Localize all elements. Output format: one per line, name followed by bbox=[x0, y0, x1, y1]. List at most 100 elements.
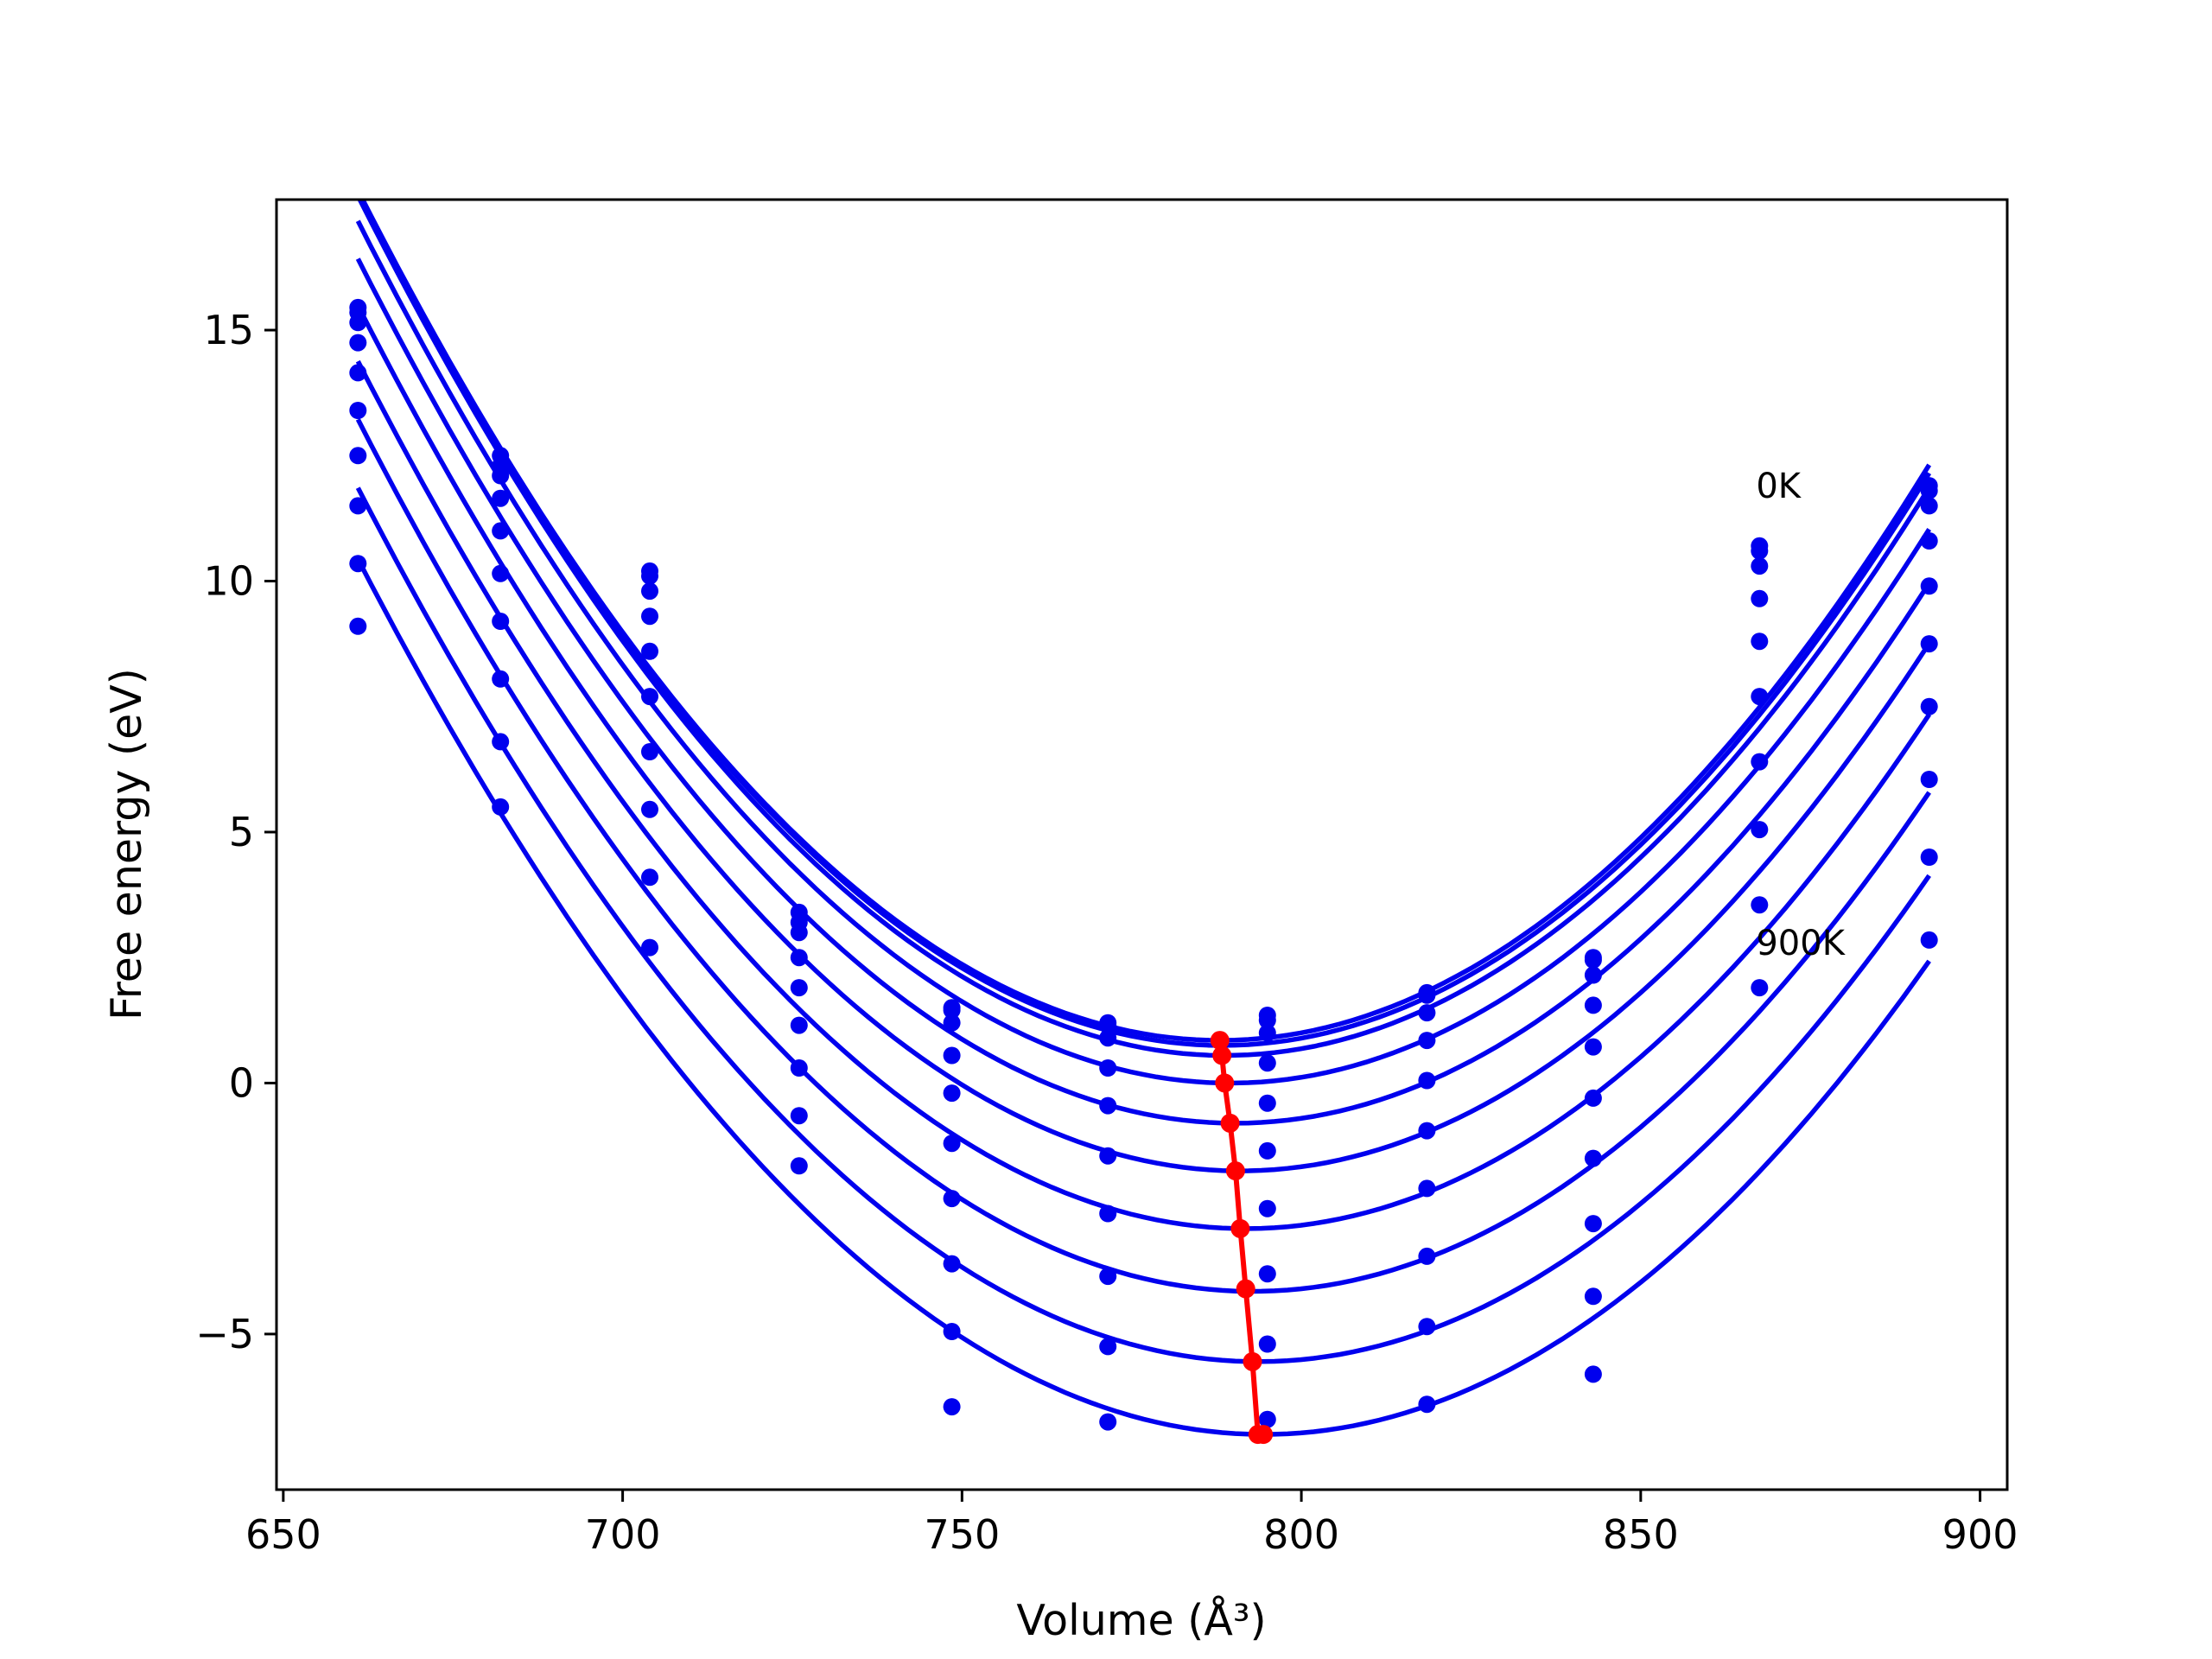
data-point bbox=[641, 938, 658, 957]
data-point bbox=[1751, 542, 1769, 560]
data-point bbox=[1099, 1016, 1117, 1034]
minimum-point bbox=[1236, 1279, 1255, 1299]
data-point bbox=[1584, 1365, 1602, 1383]
data-point bbox=[1418, 1004, 1436, 1022]
data-point bbox=[1418, 986, 1436, 1004]
data-point bbox=[1258, 1265, 1276, 1283]
minimum-point bbox=[1254, 1425, 1274, 1445]
fit-curve-1 bbox=[359, 200, 1932, 1048]
data-point bbox=[943, 1398, 961, 1416]
y-tick-label: −5 bbox=[195, 1311, 254, 1357]
x-tick-label: 650 bbox=[245, 1511, 321, 1558]
data-point bbox=[492, 489, 510, 507]
data-point bbox=[1751, 821, 1769, 839]
data-point bbox=[1584, 996, 1602, 1014]
data-point bbox=[1099, 1029, 1117, 1047]
data-point bbox=[1920, 697, 1938, 715]
data-point bbox=[1920, 771, 1938, 788]
data-point bbox=[349, 617, 367, 635]
data-point bbox=[1751, 557, 1769, 575]
data-point bbox=[492, 733, 510, 751]
data-point bbox=[641, 800, 658, 818]
data-point bbox=[943, 1046, 961, 1065]
annotation-label: 900K bbox=[1756, 924, 1846, 963]
fit-curve-3 bbox=[355, 219, 1932, 1086]
data-point bbox=[1418, 1122, 1436, 1140]
data-point bbox=[492, 670, 510, 688]
data-point bbox=[1258, 1054, 1276, 1072]
data-point bbox=[943, 1323, 961, 1340]
fit-curve-2 bbox=[357, 200, 1932, 1058]
y-tick-label: 15 bbox=[203, 307, 254, 353]
data-point bbox=[1418, 1032, 1436, 1050]
data-point bbox=[943, 1135, 961, 1153]
data-point bbox=[1751, 632, 1769, 651]
minimum-point bbox=[1215, 1073, 1235, 1093]
x-tick-label: 700 bbox=[585, 1511, 661, 1558]
data-point bbox=[349, 497, 367, 515]
data-point bbox=[1751, 589, 1769, 607]
data-point bbox=[492, 564, 510, 582]
data-point bbox=[492, 467, 510, 485]
data-point bbox=[1751, 688, 1769, 706]
data-point bbox=[1920, 577, 1938, 595]
fit-curve-5 bbox=[355, 304, 1931, 1173]
data-point bbox=[1584, 1287, 1602, 1306]
minimum-point bbox=[1220, 1113, 1240, 1133]
data-point bbox=[1099, 1147, 1117, 1165]
data-point bbox=[349, 314, 367, 332]
data-point bbox=[790, 924, 808, 942]
y-axis-label: Free energy (eV) bbox=[102, 668, 151, 1020]
data-point bbox=[1258, 1141, 1276, 1160]
data-point bbox=[1584, 1215, 1602, 1233]
y-tick-label: 5 bbox=[229, 809, 254, 855]
minimum-energy-line bbox=[1217, 1039, 1264, 1438]
data-point bbox=[1258, 1024, 1276, 1042]
data-point bbox=[349, 364, 367, 382]
data-point bbox=[1099, 1205, 1117, 1223]
fit-curve-7 bbox=[355, 418, 1931, 1294]
data-point bbox=[943, 1084, 961, 1103]
data-point bbox=[1418, 1179, 1436, 1198]
data-point bbox=[1920, 497, 1938, 515]
minimum-point bbox=[1225, 1161, 1245, 1181]
minimum-point bbox=[1243, 1351, 1262, 1371]
data-point bbox=[1418, 1071, 1436, 1090]
data-point bbox=[790, 1059, 808, 1077]
data-point bbox=[349, 334, 367, 352]
data-point bbox=[1099, 1268, 1117, 1286]
data-point bbox=[943, 1190, 961, 1208]
plot-area bbox=[349, 200, 1938, 1445]
x-tick-label: 800 bbox=[1263, 1511, 1339, 1558]
data-point bbox=[1584, 1149, 1602, 1167]
data-point bbox=[641, 642, 658, 660]
fit-curve-8 bbox=[355, 486, 1931, 1364]
data-point bbox=[1751, 896, 1769, 914]
data-point bbox=[1099, 1059, 1117, 1077]
data-point bbox=[641, 607, 658, 626]
data-point bbox=[1751, 753, 1769, 771]
data-point bbox=[1920, 532, 1938, 550]
data-point bbox=[492, 798, 510, 816]
minimum-point bbox=[1230, 1218, 1250, 1238]
data-point bbox=[1258, 1011, 1276, 1029]
x-tick-label: 750 bbox=[924, 1511, 1000, 1558]
x-tick-label: 900 bbox=[1942, 1511, 2018, 1558]
fit-curve-4 bbox=[355, 257, 1932, 1126]
data-point bbox=[1920, 931, 1938, 949]
data-point bbox=[349, 447, 367, 465]
minimum-point bbox=[1210, 1031, 1230, 1051]
fit-curve-9 bbox=[355, 557, 1931, 1437]
data-point bbox=[1099, 1338, 1117, 1356]
data-point bbox=[1584, 951, 1602, 969]
data-point bbox=[790, 949, 808, 967]
data-point bbox=[1584, 966, 1602, 984]
plot-frame bbox=[275, 198, 2009, 1491]
data-point bbox=[1584, 1038, 1602, 1056]
data-point bbox=[1099, 1096, 1117, 1115]
x-axis-label: Volume (Å³) bbox=[1016, 1594, 1266, 1645]
data-point bbox=[641, 868, 658, 887]
data-point bbox=[1418, 1318, 1436, 1336]
data-point bbox=[1751, 979, 1769, 997]
